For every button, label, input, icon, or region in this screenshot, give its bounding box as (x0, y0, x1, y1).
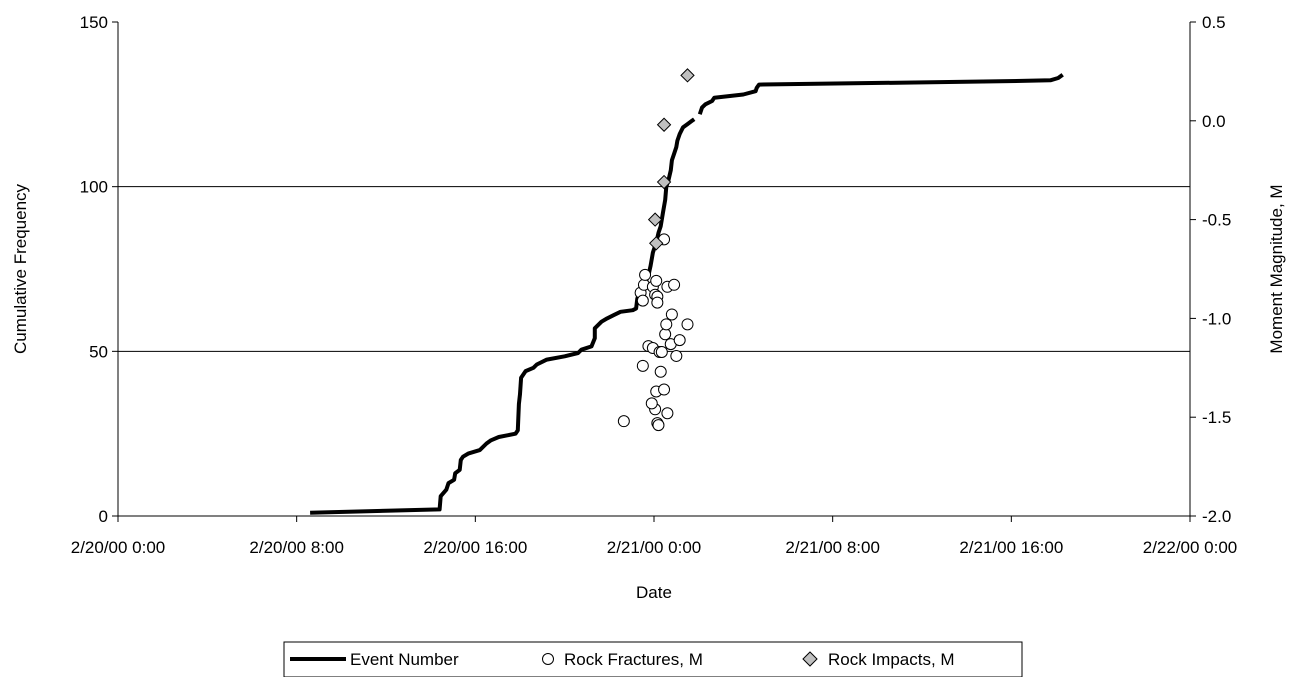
rock-fracture-point (660, 318, 673, 331)
legend-swatch-rock-fractures (542, 653, 554, 665)
left-tick-label: 50 (89, 342, 108, 361)
rock-fracture-point (650, 274, 663, 287)
series-layer (310, 68, 1064, 515)
x-tick-label: 2/21/00 16:00 (959, 538, 1063, 557)
x-tick-label: 2/21/00 0:00 (607, 538, 702, 557)
rock-fracture-point (639, 268, 652, 281)
rock-fracture-point (670, 349, 683, 362)
x-tick-label: 2/22/00 0:00 (1143, 538, 1238, 557)
legend-box (283, 641, 1023, 677)
series-line-event-number (310, 117, 696, 515)
legend-label-rock-impacts: Rock Impacts, M (828, 650, 955, 669)
rock-impact-point (680, 68, 695, 83)
left-axis-ticks: 0 50 100 150 (80, 13, 118, 526)
left-tick-label: 150 (80, 13, 108, 32)
legend: Event Number Rock Fractures, M Rock Impa… (283, 641, 1023, 677)
rock-fracture-point (655, 345, 668, 358)
x-tick-label: 2/20/00 16:00 (423, 538, 527, 557)
x-tick-label: 2/20/00 8:00 (249, 538, 344, 557)
rock-fracture-point (617, 415, 630, 428)
right-tick-label: -1.5 (1202, 408, 1231, 427)
rock-fracture-point (665, 308, 678, 321)
rock-fracture-point (659, 328, 672, 341)
right-axis-ticks: -2.0 -1.5 -1.0 -0.5 0.0 0.5 (1190, 13, 1231, 526)
rock-fracture-point (636, 294, 649, 307)
rock-fracture-point (636, 359, 649, 372)
rock-fracture-point (661, 407, 674, 420)
x-axis-ticks: 2/20/00 0:00 2/20/00 8:00 2/20/00 16:00 2/2… (71, 516, 1238, 557)
rock-fracture-point (681, 318, 694, 331)
right-tick-label: -1.0 (1202, 309, 1231, 328)
right-tick-label: 0.0 (1202, 112, 1226, 131)
rock-fracture-point (668, 278, 681, 291)
rock-fracture-point (651, 296, 664, 309)
series-line-event-number (697, 73, 1064, 115)
right-tick-label: -0.5 (1202, 211, 1231, 230)
right-axis-title: Moment Magnitude, M (1267, 184, 1286, 353)
rock-fracture-point (652, 419, 665, 432)
x-tick-label: 2/21/00 8:00 (785, 538, 880, 557)
x-axis-title: Date (636, 583, 672, 602)
x-tick-label: 2/20/00 0:00 (71, 538, 166, 557)
rock-impact-point (656, 117, 672, 132)
plot-background (118, 22, 1190, 516)
left-tick-label: 100 (80, 178, 108, 197)
rock-fracture-point (658, 383, 671, 396)
right-tick-label: 0.5 (1202, 13, 1226, 32)
rock-fracture-point (654, 365, 667, 378)
rock-impact-point (649, 236, 664, 251)
legend-label-event-number: Event Number (350, 650, 459, 669)
right-tick-label: -2.0 (1202, 507, 1231, 526)
rock-impact-point (656, 174, 672, 190)
plot-area (117, 22, 1191, 517)
rock-fracture-point (673, 334, 686, 347)
left-axis-title: Cumulative Frequency (11, 183, 30, 354)
legend-swatch-rock-impacts (802, 651, 818, 667)
left-tick-label: 0 (99, 507, 108, 526)
legend-label-rock-fractures: Rock Fractures, M (564, 650, 703, 669)
rock-fracture-point (645, 397, 658, 410)
rock-impact-point (647, 212, 663, 227)
